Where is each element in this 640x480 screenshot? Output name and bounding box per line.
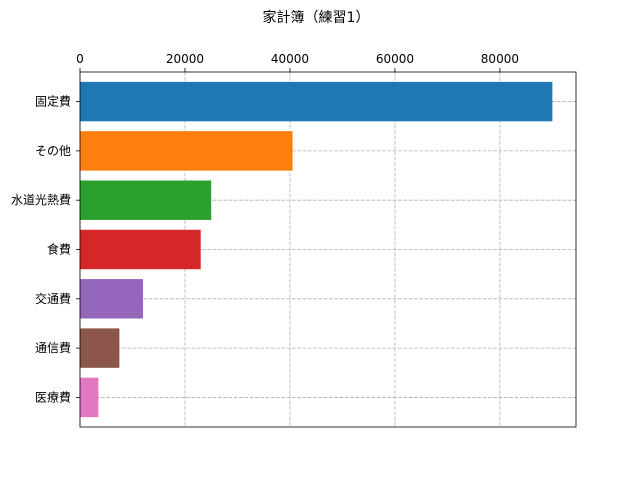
bar-4 (80, 279, 143, 319)
category-label: 水道光熱費 (11, 192, 71, 207)
x-tick-label: 0 (76, 52, 84, 66)
category-label: その他 (35, 144, 71, 158)
x-axis-ticks: 0 20000 40000 60000 80000 (76, 52, 519, 72)
bar-3 (80, 229, 201, 270)
category-label: 交通費 (35, 291, 71, 306)
bar-1 (80, 131, 293, 171)
x-tick-label: 80000 (481, 52, 519, 66)
category-label: 食費 (47, 242, 71, 257)
bar-5 (80, 328, 120, 368)
category-label: 固定費 (35, 94, 71, 109)
bar-0 (80, 81, 553, 122)
category-label: 通信費 (35, 340, 71, 355)
bar-2 (80, 180, 212, 220)
chart-title: 家計簿（練習1） (263, 9, 370, 26)
x-tick-label: 20000 (166, 52, 204, 66)
category-label: 医療費 (35, 389, 71, 404)
x-tick-label: 60000 (376, 52, 414, 66)
x-tick-label: 40000 (271, 52, 309, 66)
bars (80, 81, 553, 418)
bar-6 (80, 377, 99, 418)
